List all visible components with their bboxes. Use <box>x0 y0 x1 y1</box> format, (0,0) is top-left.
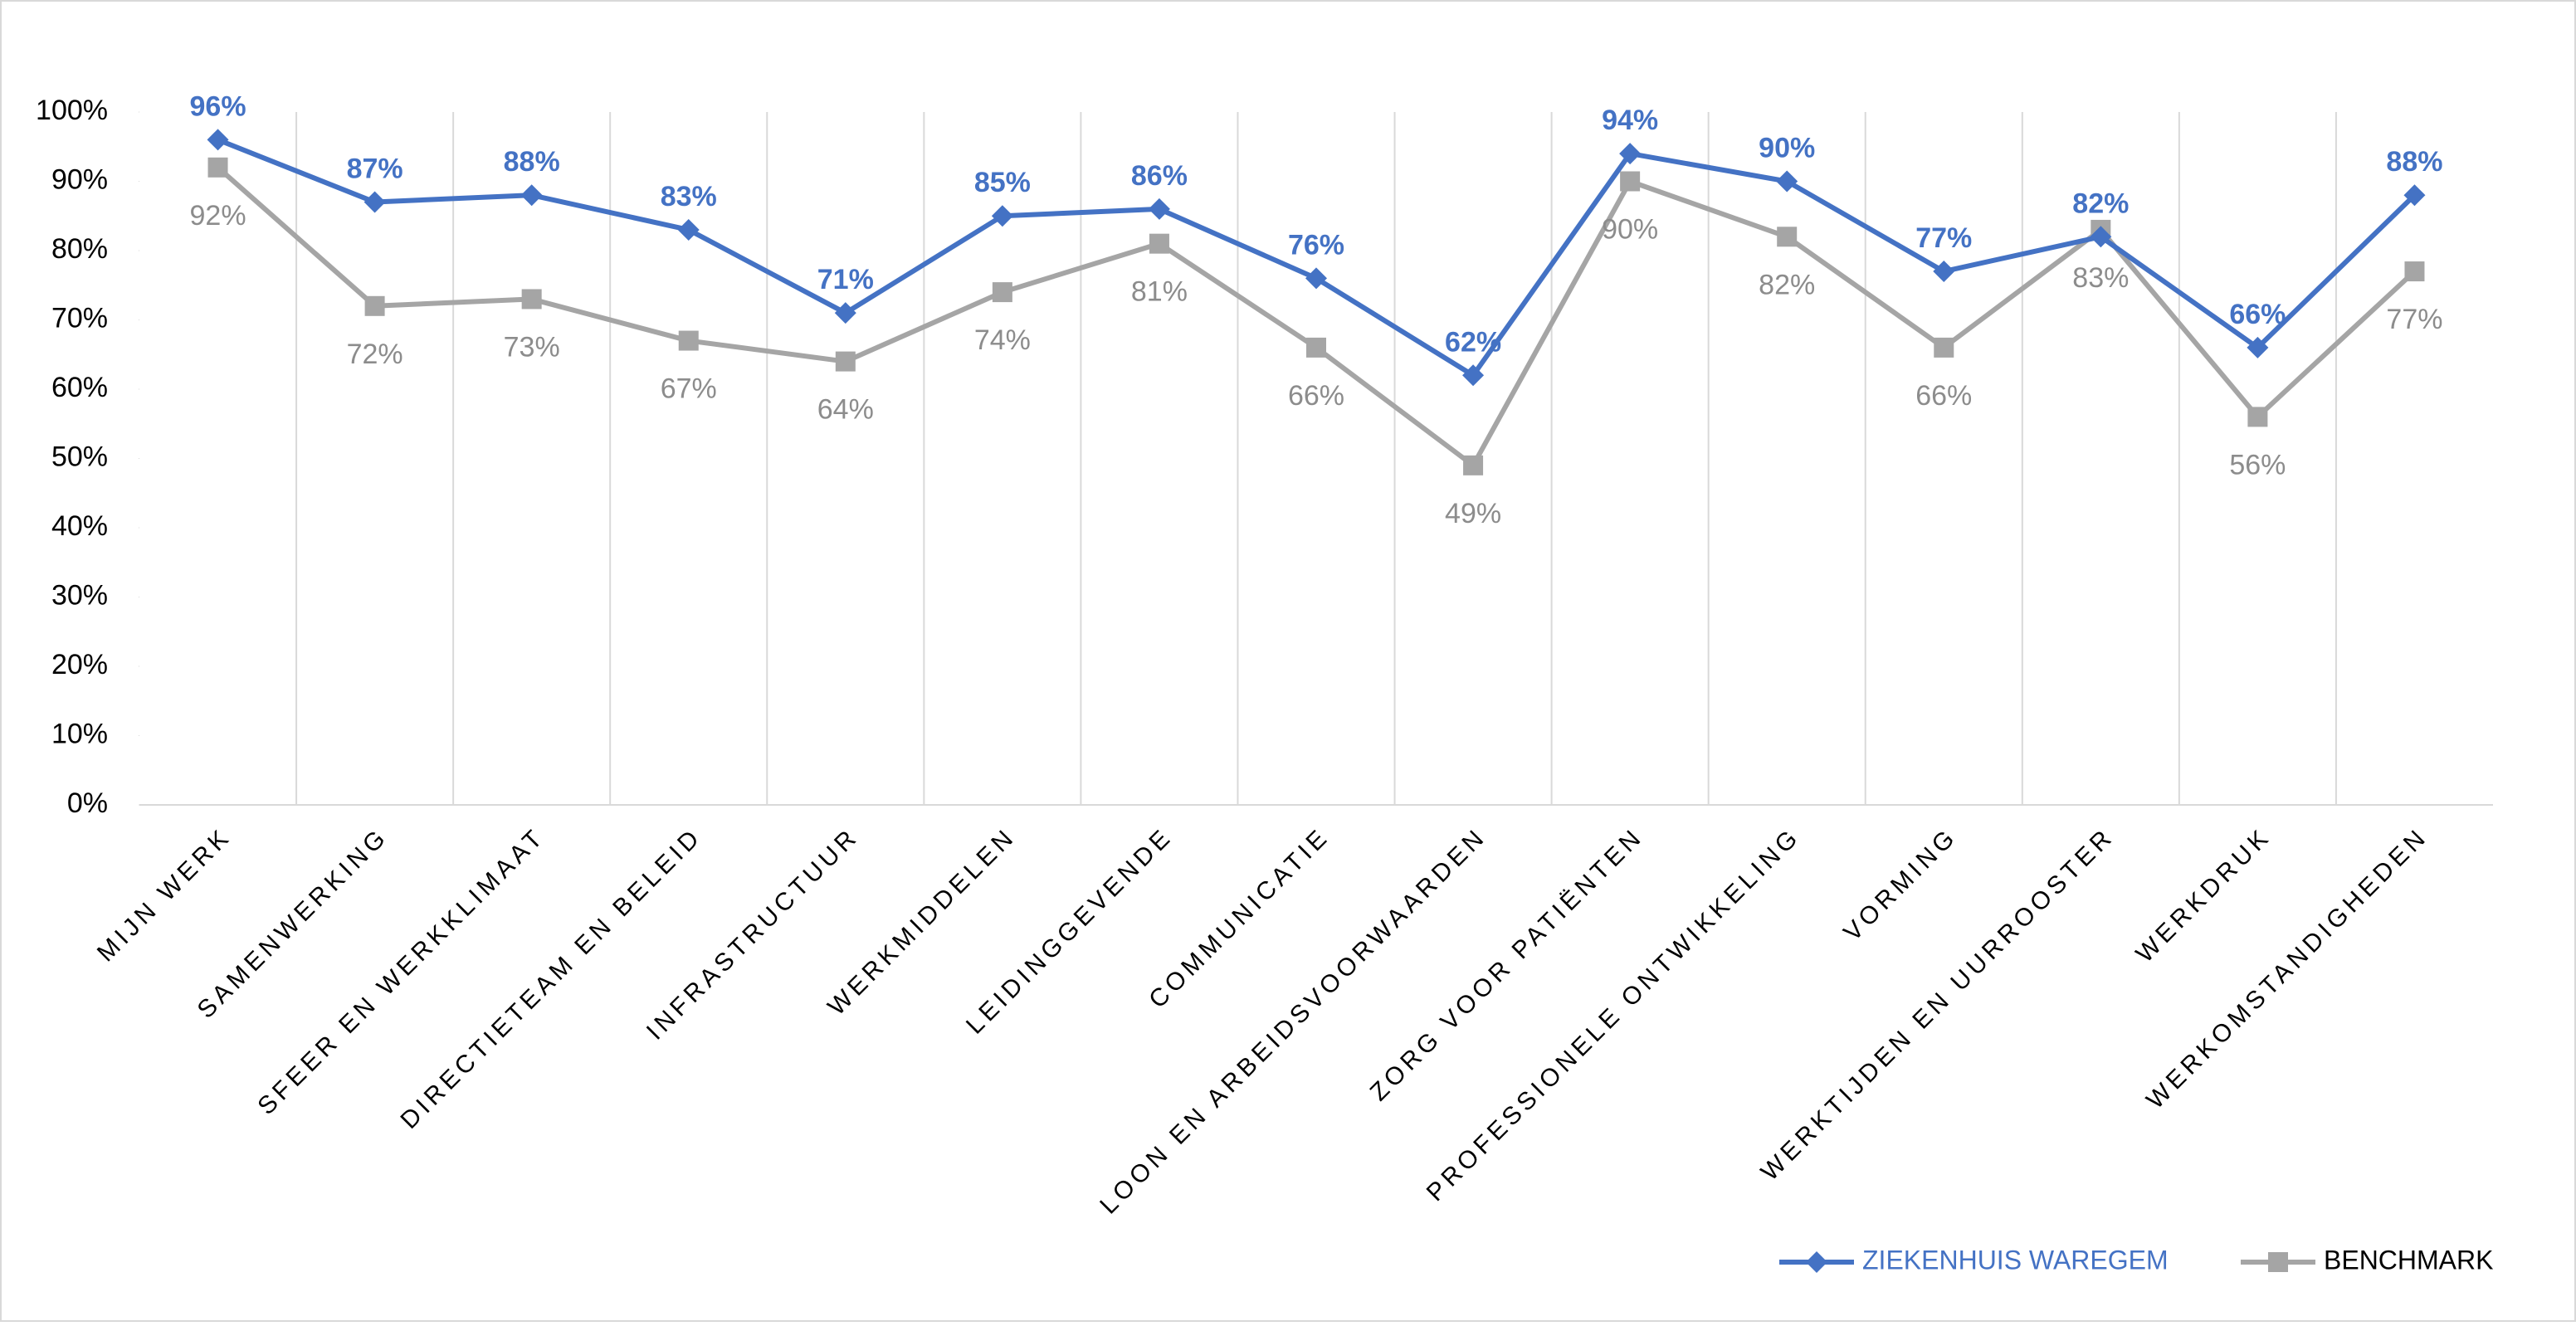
data-label: 87% <box>347 154 403 185</box>
point-marker <box>991 205 1013 227</box>
data-label: 77% <box>1915 222 1972 254</box>
point-marker <box>2404 261 2425 282</box>
data-label: 77% <box>2386 304 2442 335</box>
point-marker <box>1619 143 1642 165</box>
point-marker <box>1462 364 1485 387</box>
data-label: 86% <box>1131 160 1188 192</box>
point-marker <box>2403 184 2426 207</box>
y-tick-label: 20% <box>51 649 108 680</box>
data-label: 56% <box>2229 449 2286 480</box>
data-label: 67% <box>661 373 717 405</box>
point-marker <box>1306 337 1326 358</box>
point-marker <box>1149 233 1169 254</box>
y-tick-label: 90% <box>51 163 108 195</box>
point-marker <box>520 184 543 207</box>
y-tick-label: 10% <box>51 718 108 749</box>
data-label: 72% <box>347 339 403 370</box>
legend-item: ZIEKENHUIS WAREGEM <box>1779 1245 2169 1275</box>
point-marker <box>2247 336 2269 358</box>
point-marker <box>1148 197 1170 220</box>
point-marker <box>521 289 542 310</box>
point-marker <box>992 282 1012 303</box>
data-label: 66% <box>1915 380 1972 412</box>
y-tick-label: 60% <box>51 372 108 403</box>
data-label: 62% <box>1445 326 1501 358</box>
y-tick-label: 100% <box>36 95 108 126</box>
point-marker <box>1776 170 1798 193</box>
point-marker <box>363 191 386 213</box>
data-label: 66% <box>1288 380 1344 412</box>
data-label: 85% <box>974 167 1031 198</box>
data-label: 73% <box>504 331 560 363</box>
point-marker <box>677 218 700 241</box>
data-label: 90% <box>1759 132 1815 163</box>
point-marker <box>1934 337 1954 358</box>
y-tick-label: 40% <box>51 510 108 542</box>
data-label: 96% <box>190 90 246 122</box>
legend-item: BENCHMARK <box>2241 1245 2493 1275</box>
point-marker <box>1305 267 1327 290</box>
y-tick-label: 30% <box>51 579 108 611</box>
legend-label: BENCHMARK <box>2324 1245 2493 1275</box>
data-label: 94% <box>1602 105 1658 136</box>
data-label: 74% <box>974 324 1031 356</box>
point-marker <box>835 351 856 372</box>
data-label: 90% <box>1602 213 1658 245</box>
point-marker <box>678 330 699 351</box>
data-label: 66% <box>2229 299 2286 330</box>
data-label: 76% <box>1288 229 1344 261</box>
point-marker <box>2247 407 2268 427</box>
data-label: 82% <box>2072 188 2129 219</box>
data-label: 88% <box>504 146 560 178</box>
legend-label: ZIEKENHUIS WAREGEM <box>1862 1245 2169 1275</box>
point-marker <box>364 295 385 316</box>
point-marker <box>1620 171 1641 192</box>
point-marker <box>2090 226 2112 248</box>
y-tick-label: 0% <box>67 787 108 819</box>
data-label: 88% <box>2386 146 2442 178</box>
data-label: 64% <box>817 394 874 426</box>
data-label: 81% <box>1131 276 1188 308</box>
data-label: 71% <box>817 264 874 295</box>
legend-marker <box>1806 1251 1827 1273</box>
legend-marker <box>2268 1252 2288 1272</box>
y-tick-label: 80% <box>51 233 108 265</box>
point-marker <box>1933 261 1955 283</box>
point-marker <box>1777 227 1798 247</box>
data-label: 83% <box>2072 262 2129 294</box>
point-marker <box>1463 455 1484 475</box>
point-marker <box>834 302 856 324</box>
data-label: 82% <box>1759 269 1815 300</box>
data-label: 83% <box>661 181 717 212</box>
data-label: 49% <box>1445 498 1501 529</box>
y-tick-label: 70% <box>51 302 108 334</box>
data-label: 92% <box>190 200 246 232</box>
y-tick-label: 50% <box>51 441 108 472</box>
point-marker <box>207 129 229 151</box>
point-marker <box>207 157 228 178</box>
